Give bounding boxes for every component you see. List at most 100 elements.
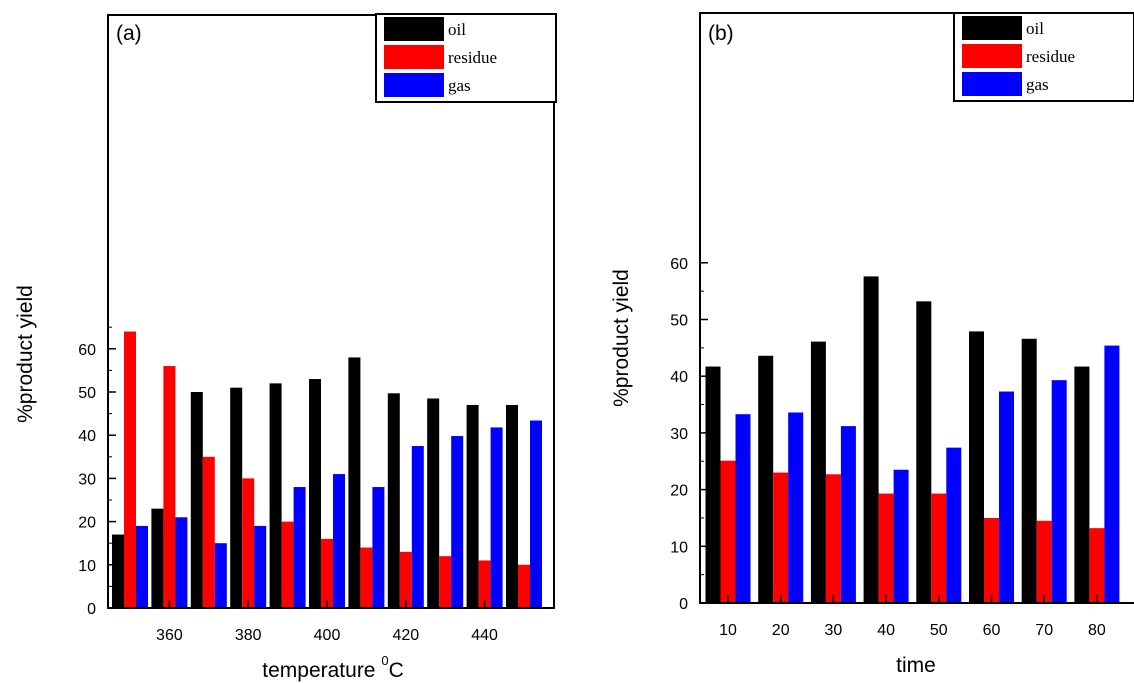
panel-a-bar-oil-450 — [506, 404, 518, 608]
panel-b-bar-oil-60 — [969, 331, 984, 603]
panel-a-y-tick-label: 60 — [78, 342, 96, 359]
panel-a-legend-label-residue: residue — [448, 48, 497, 67]
panel-a-bar-gas-360 — [175, 517, 188, 608]
panel-a-x-tick-label: 360 — [156, 627, 183, 644]
panel-b-bar-gas-60 — [999, 391, 1014, 603]
panel-a-bar-gas-390 — [293, 487, 306, 608]
panel-a-bar-oil-410 — [348, 357, 361, 608]
panel-b-bar-gas-80 — [1104, 345, 1120, 603]
panel-a-bar-gas-410 — [372, 487, 385, 608]
panel-b-x-axis-title: time — [896, 654, 936, 677]
panel-b-bar-residue-70 — [1036, 520, 1052, 603]
panel-a-bar-oil-390 — [269, 383, 282, 608]
panel-b-legend-swatch-gas — [962, 72, 1022, 96]
panel-a-frame — [107, 14, 555, 609]
panel-b: 0 10 20 30 40 50 60 10 20 30 40 50 60 70 80 (b) %prod… — [610, 12, 1134, 677]
panel-b-y-axis-title: %product yield — [610, 269, 633, 407]
panel-b-y-tick-label: 50 — [670, 313, 688, 330]
panel-a-bar-oil-400 — [309, 379, 321, 608]
panel-a-bar-residue-440 — [478, 560, 491, 608]
panel-a-bar-gas-380 — [254, 525, 267, 608]
panel-b-bar-gas-20 — [788, 412, 804, 603]
panel-b-bar-oil-40 — [863, 276, 879, 603]
panel-b-x-tick-label: 70 — [1035, 622, 1053, 639]
panel-a-y-ticks: 0 10 20 30 40 50 60 — [78, 326, 116, 618]
panel-b-legend-label-gas: gas — [1026, 75, 1049, 94]
panel-a-bar-residue-450 — [518, 564, 530, 608]
panel-b-y-ticks: 0 10 20 30 40 50 60 — [670, 256, 708, 613]
panel-b-y-tick-label: 20 — [670, 483, 688, 500]
panel-a-x-axis-title-main: temperature — [262, 659, 381, 682]
panel-a-y-tick-label: 0 — [87, 601, 96, 618]
panel-a-bar-residue-400 — [321, 538, 333, 608]
panel-a-bar-residue-350 — [124, 331, 136, 608]
panel-a-bar-gas-350 — [136, 525, 148, 608]
panel-b-bar-oil-20 — [758, 355, 774, 603]
panel-a-bar-gas-400 — [333, 474, 345, 608]
panel-b-bar-oil-70 — [1021, 338, 1037, 603]
panel-b-bar-residue-30 — [825, 474, 841, 603]
panel-b-bar-gas-30 — [840, 426, 856, 603]
panel-a-bar-oil-440 — [466, 404, 479, 608]
panel-b-bar-oil-80 — [1074, 366, 1090, 603]
panel-a-bars — [112, 331, 542, 608]
panel-b-legend-label-oil: oil — [1026, 19, 1044, 38]
panel-a-bar-gas-440 — [490, 427, 503, 608]
panel-b-y-tick-label: 30 — [670, 426, 688, 443]
panel-a-bar-gas-450 — [530, 420, 542, 608]
panel-a-legend-swatch-residue — [384, 45, 444, 69]
panel-b-x-ticks: 10 20 30 40 50 60 70 80 — [719, 595, 1106, 639]
panel-a-bar-residue-410 — [360, 547, 373, 608]
panel-b-bar-residue-80 — [1089, 528, 1105, 603]
panel-b-bars — [705, 276, 1120, 603]
panel-b-x-tick-label: 20 — [772, 622, 790, 639]
panel-a-bar-oil-420 — [387, 393, 400, 608]
panel-a-label: (a) — [116, 22, 142, 45]
panel-a-x-tick-label: 440 — [471, 627, 498, 644]
panel-b-bar-residue-10 — [720, 460, 736, 603]
panel-a-y-tick-label: 50 — [78, 385, 96, 402]
panel-a-y-tick-label: 10 — [78, 558, 96, 575]
panel-a-y-tick-label: 40 — [78, 428, 96, 445]
panel-a-bar-residue-390 — [281, 521, 294, 608]
panel-a-y-axis-title: %product yield — [14, 285, 37, 423]
panel-b-x-tick-label: 80 — [1088, 622, 1106, 639]
panel-b-bar-oil-50 — [916, 301, 932, 603]
panel-a-legend-label-oil: oil — [448, 20, 466, 39]
panel-b-bar-residue-50 — [931, 493, 947, 603]
panel-b-bar-residue-40 — [878, 493, 894, 603]
panel-a-bar-residue-370 — [202, 456, 215, 608]
panel-a-bar-residue-430 — [439, 556, 452, 608]
panel-b-x-tick-label: 50 — [930, 622, 948, 639]
panel-a-bar-oil-430 — [427, 398, 440, 608]
panel-b-y-tick-label: 0 — [679, 596, 688, 613]
panel-a-x-axis-title: temperature 0C — [262, 653, 403, 682]
panel-b-x-tick-label: 40 — [877, 622, 895, 639]
panel-a-legend-label-gas: gas — [448, 76, 471, 95]
panel-a-bar-gas-430 — [451, 436, 464, 608]
panel-b-bar-gas-40 — [893, 469, 909, 603]
panel-b-bar-oil-30 — [810, 341, 826, 603]
panel-b-y-tick-label: 60 — [670, 256, 688, 273]
panel-b-y-tick-label: 40 — [670, 369, 688, 386]
panel-b-frame — [699, 12, 1134, 604]
panel-b-bar-gas-50 — [946, 447, 962, 603]
panel-a-bar-residue-360 — [163, 366, 176, 608]
panel-b-y-tick-label: 10 — [670, 539, 688, 556]
panel-a-x-tick-label: 420 — [392, 627, 419, 644]
panel-a-bar-residue-420 — [399, 551, 412, 608]
panel-a-x-tick-label: 380 — [235, 627, 262, 644]
panel-a-y-tick-label: 30 — [78, 471, 96, 488]
panel-b-label: (b) — [708, 22, 734, 45]
panel-a-bar-oil-360 — [151, 508, 164, 608]
panel-a-bar-gas-420 — [411, 446, 424, 608]
panel-b-bar-residue-20 — [773, 472, 789, 603]
panel-b-bar-oil-10 — [705, 366, 721, 603]
panel-b-legend: oil residue gas — [953, 12, 1134, 102]
panel-a-bar-oil-350 — [112, 534, 124, 608]
panel-b-x-tick-label: 60 — [983, 622, 1001, 639]
panel-a-legend-swatch-gas — [384, 73, 444, 97]
panel-a-bar-oil-370 — [190, 392, 203, 608]
panel-a-legend-swatch-oil — [384, 17, 444, 41]
